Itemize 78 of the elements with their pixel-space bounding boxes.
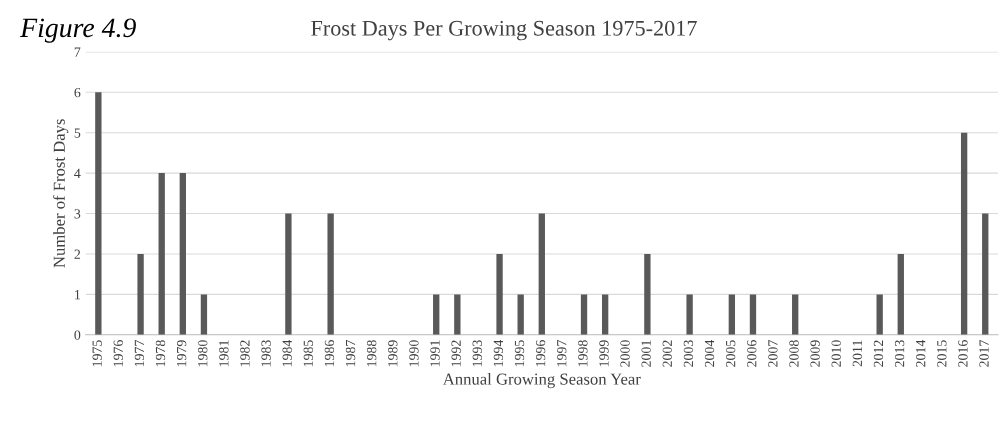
chart-title: Frost Days Per Growing Season 1975-2017	[311, 20, 697, 41]
x-tick-label: 1986	[324, 340, 335, 367]
bar	[285, 213, 292, 335]
x-tick-label: 2012	[873, 340, 884, 367]
x-tick-label: 2008	[789, 340, 799, 367]
x-tick-label: 1984	[282, 339, 292, 367]
x-tick-label: 1983	[261, 340, 271, 367]
bar	[95, 92, 102, 335]
bar	[496, 253, 503, 335]
x-tick-label: 2014	[916, 339, 926, 367]
x-tick-label: 1982	[240, 340, 250, 367]
bar	[876, 294, 883, 335]
bar	[644, 253, 651, 335]
x-tick-label: 2011	[852, 340, 863, 367]
x-tick-label: 2002	[662, 340, 672, 367]
x-tick-label: 2004	[704, 339, 715, 367]
x-tick-label: 1987	[345, 340, 356, 367]
x-tick-label: 2006	[747, 340, 757, 367]
x-tick-label: 1996	[535, 340, 546, 367]
y-tick-label: 2	[74, 249, 81, 259]
y-tick-label: 3	[74, 209, 81, 219]
x-tick-label: 1994	[493, 339, 504, 367]
x-tick-label: 1988	[366, 340, 377, 367]
x-tick-label: 1992	[451, 340, 461, 367]
x-tick-label: 2017	[979, 340, 989, 367]
x-tick-label: 2015	[937, 340, 947, 367]
x-tick-label: 1975	[92, 340, 102, 367]
x-tick-label: 1997	[557, 340, 567, 367]
x-tick-label: 1993	[472, 340, 482, 367]
y-tick-label: 6	[74, 87, 81, 98]
bar	[728, 294, 736, 335]
bar	[538, 213, 545, 335]
y-tick-label: 5	[74, 128, 81, 138]
y-tick-label: 4	[74, 168, 81, 178]
y-tick-label: 7	[74, 47, 81, 57]
x-tick-label: 1999	[599, 340, 609, 367]
y-tick-label: 1	[75, 290, 80, 300]
x-tick-label: 1979	[176, 340, 187, 367]
x-tick-label: 1990	[409, 340, 419, 367]
y-tick-label: 0	[74, 330, 81, 340]
x-tick-label: 2016	[958, 340, 968, 367]
bar	[580, 294, 588, 335]
bar	[897, 253, 904, 335]
x-tick-label: 2009	[810, 340, 820, 367]
x-tick-label: 2013	[894, 340, 905, 367]
x-tick-label: 1998	[578, 340, 588, 367]
x-tick-label: 1977	[134, 340, 145, 367]
x-tick-label: 2000	[620, 340, 630, 367]
x-tick-label: 1989	[388, 340, 398, 367]
bar	[433, 294, 440, 335]
bar	[982, 213, 989, 335]
x-tick-label: 1976	[113, 340, 123, 367]
x-tick-label: 2001	[641, 340, 651, 367]
x-tick-label: 2010	[831, 340, 841, 367]
x-tick-label: 2007	[768, 340, 778, 367]
x-tick-label: 1978	[155, 340, 166, 367]
x-tick-label: 2003	[683, 340, 694, 367]
x-axis-title: Annual Growing Season Year	[442, 372, 641, 389]
bar	[601, 294, 609, 335]
bar	[960, 132, 968, 335]
bar	[749, 294, 757, 335]
caption: Figure 4.9	[20, 18, 136, 43]
bar	[158, 173, 165, 335]
bar	[200, 294, 208, 335]
bar	[686, 294, 693, 335]
bar	[327, 213, 334, 335]
x-tick-label: 1981	[219, 340, 229, 367]
x-tick-label: 1991	[430, 340, 440, 367]
bar	[792, 294, 799, 335]
x-tick-label: 1985	[303, 340, 313, 367]
bar	[517, 294, 524, 335]
x-tick-label: 1995	[514, 340, 525, 367]
x-tick-label: 2005	[725, 340, 736, 367]
bar	[454, 294, 461, 335]
x-tick-label: 1980	[198, 340, 208, 367]
y-axis-title: Number of Frost Days	[52, 119, 69, 268]
bar	[179, 173, 186, 335]
bar	[137, 253, 144, 335]
